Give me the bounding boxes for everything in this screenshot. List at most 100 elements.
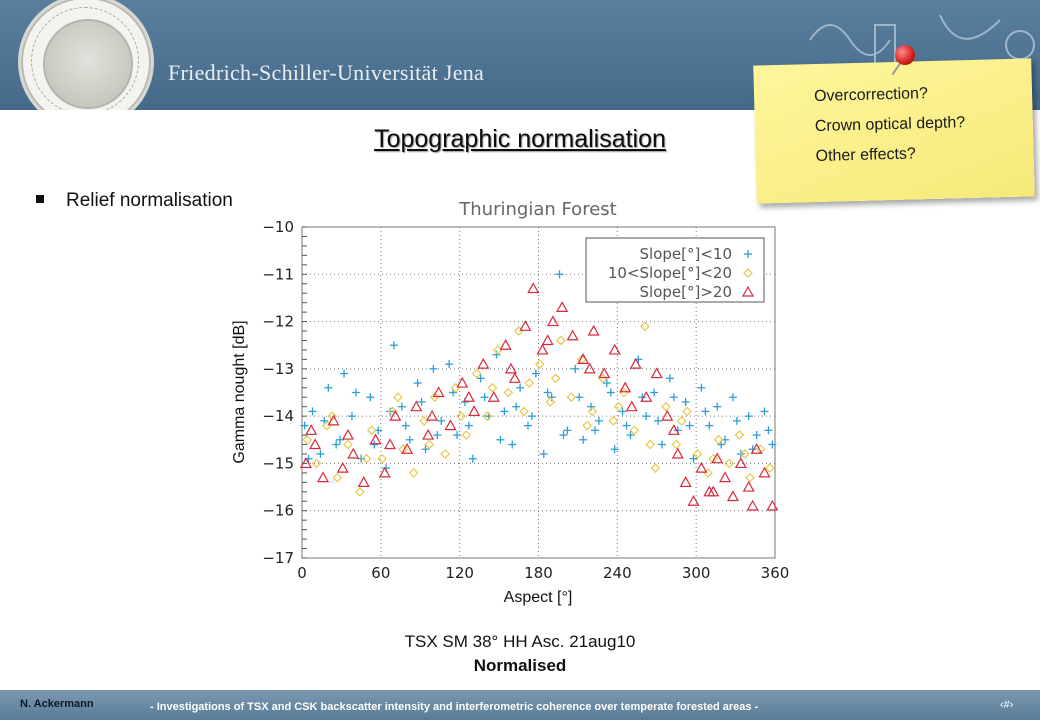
triangle-shape [577,353,590,364]
x-tick-label: 240 [603,564,632,582]
data-point-series-2 [377,453,387,464]
data-point-series-3 [629,357,642,369]
data-point-series-2 [513,326,524,336]
caption-normalised: Normalised [473,656,567,675]
y-tick-label: −14 [262,407,294,425]
data-point-series-3 [508,372,521,383]
triangle-shape [726,490,739,502]
university-name: Friedrich-Schiller-Universität Jena [168,60,485,85]
data-point-series-3 [556,301,569,312]
triangle-shape [766,499,779,511]
tick-labels: 0 60 120 180 240 300 360 −10 −11 −12 −13 −14 −15 −16 −… [262,218,789,582]
data-point-series-1 [496,435,505,444]
data-point-series-1 [527,412,536,421]
diamond-shape [461,430,472,440]
triangle-shape [758,466,771,478]
data-point-series-2 [734,430,745,440]
data-point-series-2 [393,392,403,403]
diamond-shape [408,468,419,478]
note-item-crown-depth: Crown optical depth? [814,114,966,136]
diamond-shape [534,359,545,369]
data-point-series-1 [571,364,580,373]
diamond-shape [519,406,529,417]
data-point-series-3 [577,353,590,364]
triangle-shape [504,362,517,374]
data-point-series-3 [369,433,382,445]
diamond-shape [692,449,703,459]
data-point-series-2 [461,430,472,440]
diamond-shape [322,420,332,431]
data-point-series-1 [563,426,572,435]
data-point-series-1 [401,421,410,430]
data-point-series-1 [429,364,438,373]
data-point-series-1 [386,407,395,416]
data-point-series-1 [476,374,485,383]
diamond-shape [393,392,403,403]
data-point-series-3 [719,471,732,483]
data-point-series-1 [421,445,430,454]
diamond-shape [613,401,624,412]
triangle-shape [519,320,532,331]
data-point-series-3 [758,466,771,478]
triangle-shape [336,461,349,473]
triangle-shape [650,367,663,379]
data-point-series-3 [384,438,397,450]
data-point-series-1 [642,412,651,421]
data-point-series-2 [302,434,313,445]
university-seal-logo [18,0,154,110]
data-point-series-3 [742,480,755,492]
diamond-shape [671,439,682,450]
data-point-series-3 [661,409,674,421]
data-point-series-2 [582,420,592,431]
data-point-series-2 [550,373,561,384]
note-item-overcorrection: Overcorrection? [813,85,929,106]
data-point-series-2 [692,449,703,459]
data-point-series-1 [332,440,341,449]
data-point-series-3 [541,334,554,346]
x-tick-label: 300 [682,564,711,582]
x-tick-label: 360 [761,564,790,582]
data-point-series-2 [429,392,440,403]
data-point-series-3 [566,329,579,341]
triangle-shape [742,480,755,492]
data-point-series-2 [745,472,755,483]
data-point-series-1 [366,393,375,402]
diamond-shape [713,434,724,445]
diamond-shape [487,382,498,393]
diamond-shape [343,439,353,450]
data-point-series-1 [508,440,517,449]
data-point-series-1 [539,449,548,458]
data-point-series-2 [650,463,661,474]
diamond-shape [734,430,745,440]
data-point-series-3 [707,485,720,497]
data-point-series-1 [516,383,525,392]
diamond-shape [608,416,619,426]
data-point-series-1 [405,435,414,444]
data-point-series-1 [579,435,588,444]
data-point-series-1 [357,454,366,463]
data-point-series-3 [426,409,439,421]
diamond-shape [377,453,387,464]
diamond-shape [661,401,671,412]
data-point-series-1 [453,431,462,440]
seal-ring [31,7,139,110]
triangle-shape [640,390,653,402]
triangle-shape [707,485,720,497]
legend-label-1: Slope[°]<10 [640,245,732,263]
slide-title: Topographic normalisation [374,125,666,153]
triangle-shape [357,476,370,487]
diamond-shape [456,411,466,421]
data-point-series-3 [527,282,540,294]
data-point-series-3 [679,476,692,487]
data-point-series-2 [661,401,671,412]
data-point-series-3 [410,400,423,412]
data-point-series-3 [327,414,340,426]
triangle-shape [317,471,330,483]
data-point-series-1 [500,407,509,416]
footer-author: N. Ackermann [20,698,94,710]
diamond-shape [764,463,775,474]
data-point-series-2 [645,439,656,450]
data-point-series-3 [347,447,360,459]
data-point-series-3 [317,471,330,483]
data-point-series-2 [640,321,650,332]
